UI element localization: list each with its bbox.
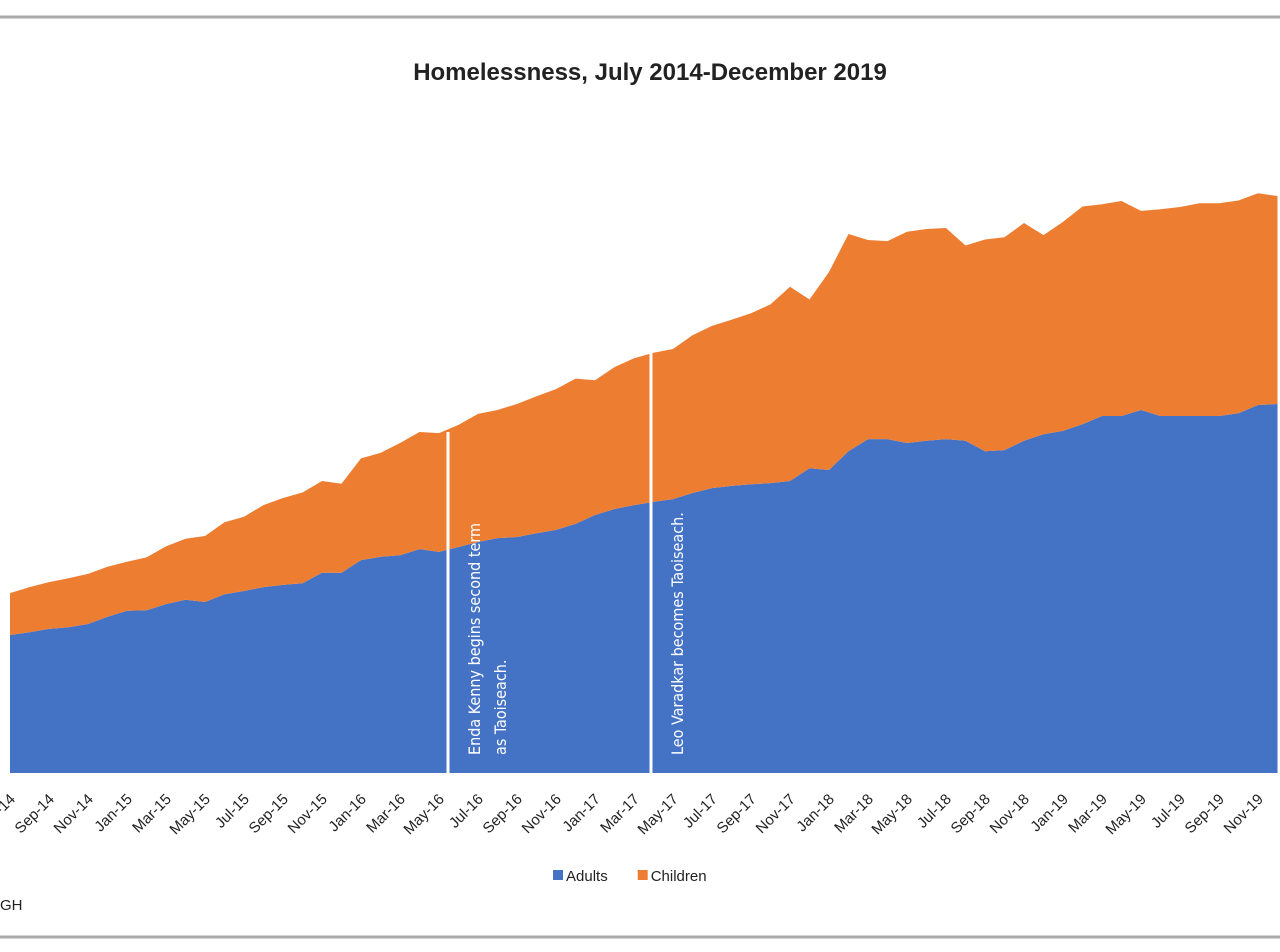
legend-label: Adults: [566, 868, 608, 885]
x-tick-label: May-19: [1102, 791, 1149, 838]
chart-title: Homelessness, July 2014-December 2019: [413, 59, 887, 86]
source: GH: [0, 897, 23, 914]
x-tick-label: Sep-14: [12, 791, 58, 837]
x-tick-label: Jan-18: [793, 791, 837, 835]
area: [10, 193, 1278, 635]
x-tick-label: Jan-15: [91, 791, 135, 835]
x-tick-label: Mar-16: [363, 791, 409, 837]
x-tick-label: Sep-16: [480, 791, 526, 837]
x-tick-label: May-16: [400, 791, 447, 838]
x-tick-label: Mar-19: [1065, 791, 1111, 837]
legend-swatch: [553, 870, 563, 880]
x-tick-label: Nov-17: [753, 791, 799, 837]
x-tick-label: Jan-19: [1027, 791, 1071, 835]
x-tick-label: Mar-15: [129, 791, 175, 837]
x-tick-label: Mar-17: [597, 791, 643, 837]
annotation-text: as Taoiseach.: [491, 660, 510, 755]
x-tick-label: Nov-14: [51, 791, 97, 837]
x-tick-label: Sep-15: [246, 791, 292, 837]
x-tick-label: May-15: [166, 791, 213, 838]
x-tick-label: Nov-16: [519, 791, 565, 837]
x-tick-label: Sep-18: [948, 791, 994, 837]
x-tick-label: Jan-16: [325, 791, 369, 835]
x-tick-label: May-17: [634, 791, 681, 838]
annotation-text: Leo Varadkar becomes Taoiseach.: [668, 512, 687, 755]
x-tick-label: Sep-19: [1182, 791, 1228, 837]
annotation-text: Enda Kenny begins second term: [465, 523, 484, 755]
x-tick-label: Nov-19: [1221, 791, 1267, 837]
x-tick-label: Mar-18: [831, 791, 877, 837]
x-tick-label: Sep-17: [714, 791, 760, 837]
x-tick-label: Nov-18: [987, 791, 1033, 837]
x-tick-label: Nov-15: [285, 791, 331, 837]
legend-swatch: [637, 870, 648, 880]
x-tick-label: Jan-17: [559, 791, 603, 835]
legend-label: Children: [651, 868, 707, 885]
x-tick-label: May-18: [868, 791, 915, 838]
area: [10, 403, 1278, 773]
